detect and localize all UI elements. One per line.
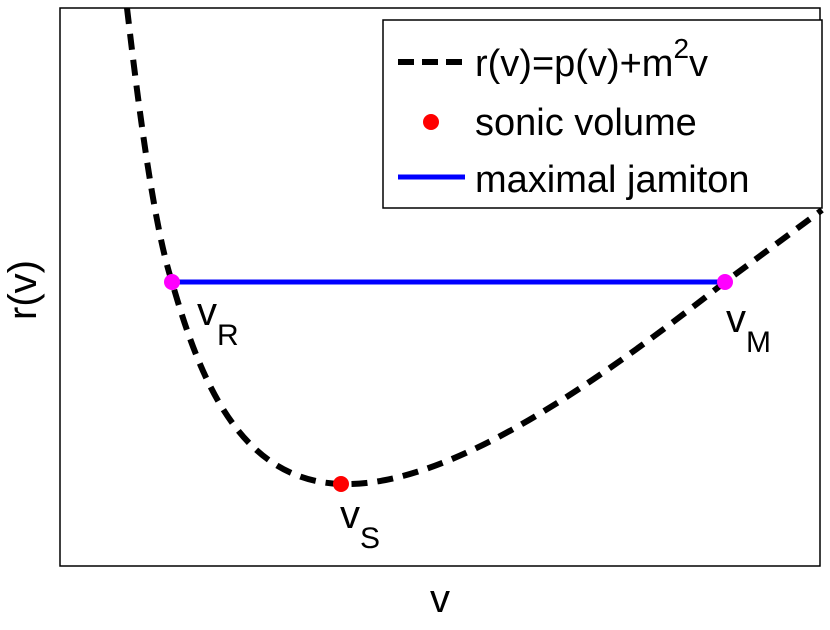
point-label: vM [726,297,771,359]
plot-frame [59,7,821,567]
legend-text: r(v)=p(v)+m [475,43,673,85]
curve [124,7,824,488]
point-label-main: v [726,297,746,341]
point-vm [717,274,733,290]
y-axis-label: r(v) [1,260,45,320]
legend-sup: 2 [673,33,689,64]
point-label-sub: S [360,522,380,555]
legend-label: r(v)=p(v)+m2v [475,33,708,85]
legend-label: maximal jamiton [475,159,750,201]
point-label-main: v [340,493,360,537]
legend-swatch [423,114,439,130]
legend-label: sonic volume [475,102,697,144]
point-label: vR [197,290,239,352]
x-axis-label: v [430,577,450,621]
point-label-sub: M [746,326,771,359]
point-vr [164,274,180,290]
point-label-main: v [197,290,217,334]
legend-text: v [689,43,708,85]
point-label: vS [340,493,380,555]
point-label-sub: R [217,319,239,352]
legend: r(v)=p(v)+m2v sonic volume maximal jamit… [382,19,823,209]
point-vs [333,476,349,492]
